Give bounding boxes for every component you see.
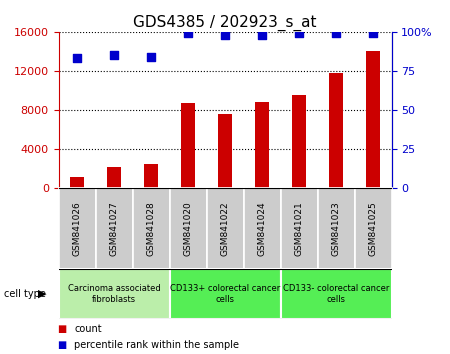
Bar (218, 114, 232, 188)
Bar (58, 269, 170, 319)
Bar (170, 269, 280, 319)
Bar (365, 51, 380, 188)
Text: GSM841027: GSM841027 (109, 201, 118, 256)
Bar (280, 188, 318, 269)
Bar (58, 188, 95, 269)
Bar (132, 188, 170, 269)
Text: GSM841023: GSM841023 (332, 201, 341, 256)
Bar (107, 167, 122, 188)
Bar (207, 188, 243, 269)
Bar (243, 188, 280, 269)
Bar (180, 103, 195, 188)
Text: GSM841024: GSM841024 (257, 201, 266, 256)
Bar (255, 102, 270, 188)
Bar (280, 269, 392, 319)
Point (295, 30, 302, 36)
Text: CD133- colorectal cancer
cells: CD133- colorectal cancer cells (283, 284, 389, 303)
Bar (170, 188, 207, 269)
Bar (95, 188, 132, 269)
Text: Carcinoma associated
fibroblasts: Carcinoma associated fibroblasts (68, 284, 160, 303)
Point (221, 32, 229, 38)
Text: GSM841025: GSM841025 (369, 201, 378, 256)
Bar (144, 164, 158, 188)
Text: ■: ■ (58, 340, 71, 350)
Point (148, 54, 155, 59)
Text: ▶: ▶ (38, 289, 47, 299)
Text: GSM841021: GSM841021 (294, 201, 303, 256)
Bar (328, 73, 343, 188)
Bar (70, 177, 85, 188)
Point (73, 56, 81, 61)
Text: GSM841026: GSM841026 (72, 201, 81, 256)
Text: CD133+ colorectal cancer
cells: CD133+ colorectal cancer cells (170, 284, 280, 303)
Point (184, 30, 192, 36)
Bar (292, 95, 306, 188)
Bar (318, 188, 355, 269)
Point (333, 30, 340, 36)
Bar (355, 188, 392, 269)
Point (369, 30, 377, 36)
Point (110, 52, 117, 58)
Text: cell type: cell type (4, 289, 46, 299)
Title: GDS4385 / 202923_s_at: GDS4385 / 202923_s_at (133, 14, 317, 30)
Text: GSM841028: GSM841028 (147, 201, 156, 256)
Text: percentile rank within the sample: percentile rank within the sample (74, 340, 239, 350)
Text: count: count (74, 324, 102, 334)
Text: GSM841020: GSM841020 (184, 201, 193, 256)
Text: GSM841022: GSM841022 (220, 201, 230, 256)
Text: ■: ■ (58, 324, 71, 334)
Point (258, 32, 265, 38)
